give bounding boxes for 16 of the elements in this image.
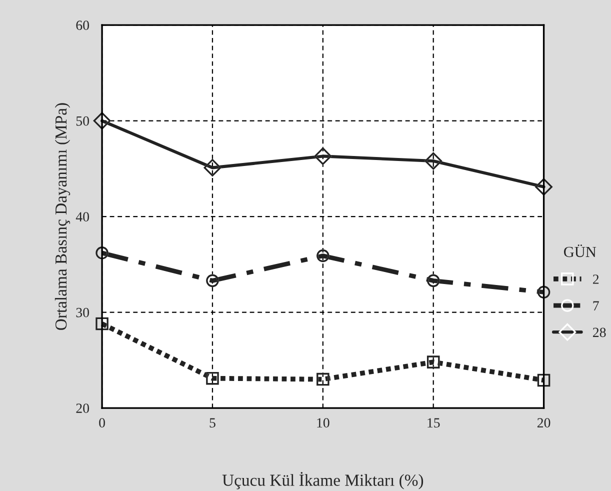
y-axis-title: Ortalama Basınç Dayanımı (MPa) <box>54 103 70 330</box>
x-tick-label: 0 <box>99 418 105 428</box>
legend-label: 7 <box>593 301 599 310</box>
y-tick-label: 40 <box>76 212 90 222</box>
x-tick-label: 5 <box>210 418 216 428</box>
y-tick-label: 50 <box>76 116 90 126</box>
y-tick-label: 20 <box>76 404 90 413</box>
y-tick-label: 30 <box>76 308 90 318</box>
x-tick-label: 20 <box>537 418 550 428</box>
legend-label: 2 <box>593 274 599 284</box>
x-axis-title: Uçucu Kül İkame Miktarı (%) <box>222 472 424 490</box>
x-tick-label: 10 <box>317 418 330 428</box>
legend-label: 28 <box>593 328 606 338</box>
legend-title: GÜN <box>564 244 596 258</box>
y-tick-label: 60 <box>76 20 90 30</box>
x-tick-label: 15 <box>428 418 440 428</box>
